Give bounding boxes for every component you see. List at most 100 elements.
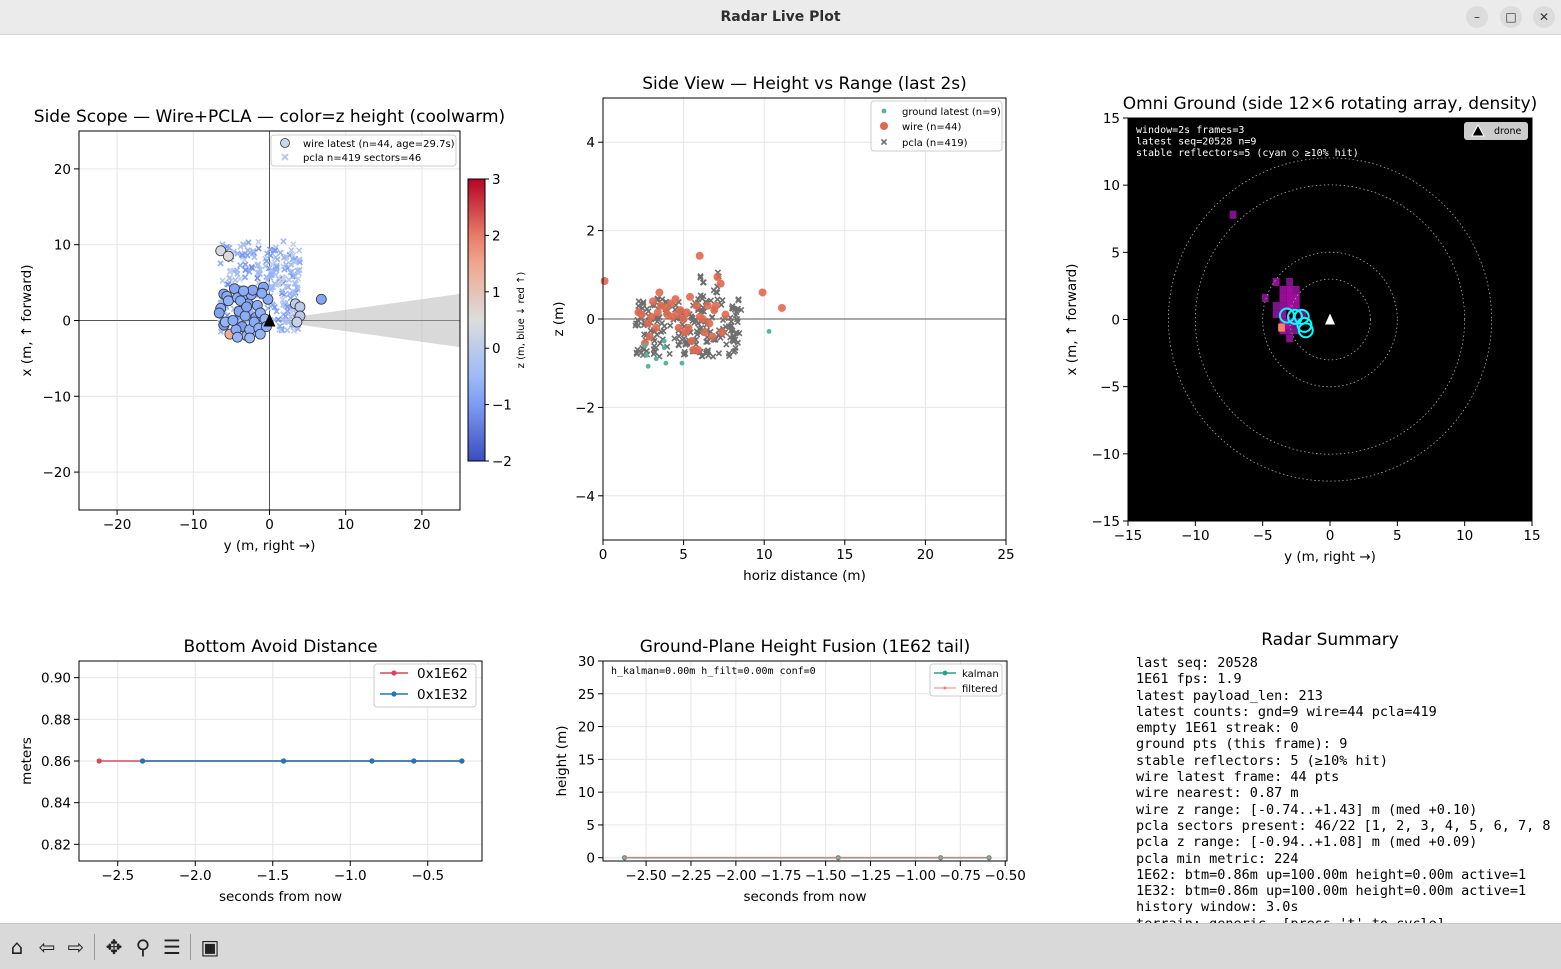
info-text: latest seq=20528 n=9: [1136, 137, 1256, 148]
density-cell: [1272, 310, 1280, 319]
wire-point: [222, 295, 234, 307]
sliders-icon: ☰: [163, 935, 181, 959]
x-tick-label: −0.75: [940, 868, 981, 884]
pcla-point: [276, 322, 284, 330]
wire-point: [716, 279, 725, 288]
pcla-point: [732, 311, 739, 319]
maximize-button[interactable]: □: [1500, 6, 1522, 28]
x-tick-label: 0: [265, 517, 274, 533]
pcla-point: [293, 284, 301, 291]
legend-marker-ground: [881, 108, 887, 114]
pan-button[interactable]: ✥: [102, 935, 126, 959]
side-view-frame: [602, 97, 1007, 541]
ground-point: [644, 352, 649, 358]
wire-point: [294, 301, 306, 313]
ground-point: [642, 343, 648, 348]
summary-line: wire z range: [-0.74..+1.43] m (med +0.1…: [1136, 801, 1478, 818]
wire-point: [671, 295, 680, 304]
save-button[interactable]: ▣: [198, 935, 222, 959]
x-tick-label: −2.25: [670, 868, 711, 884]
density-cell: [1261, 293, 1269, 303]
y-tick-label: 10: [578, 785, 595, 801]
x-tick-label: −2.50: [625, 868, 666, 884]
pcla-point: [269, 260, 276, 268]
wire-point: [713, 273, 722, 282]
y-tick-label: 0: [1111, 313, 1120, 329]
configure-button[interactable]: ☰: [160, 935, 184, 959]
wire-point: [647, 312, 656, 321]
wire-point: [692, 301, 701, 310]
minimize-button[interactable]: –: [1466, 6, 1488, 28]
chart-title: Side View — Height vs Range (last 2s): [642, 74, 967, 94]
chart-title: Bottom Avoid Distance: [183, 637, 377, 657]
radar-summary-panel: last seq: 20528 1E61 fps: 1.9 latest paylo…: [1136, 655, 1561, 923]
back-button[interactable]: ⇦: [35, 935, 59, 959]
wire-point: [703, 301, 712, 310]
pcla-point: [245, 239, 252, 246]
pcla-point: [242, 266, 249, 274]
colorbar-tick-label: 3: [492, 172, 501, 188]
pcla-point: [667, 322, 674, 329]
wire-point: [239, 310, 251, 322]
x-axis-label: seconds from now: [219, 889, 342, 905]
pcla-point: [254, 261, 262, 268]
pcla-point: [275, 274, 282, 282]
home-button[interactable]: ⌂: [5, 935, 29, 959]
range-ring: [1289, 278, 1371, 361]
zoom-button[interactable]: ⚲: [131, 935, 155, 959]
summary-line: 1E62: btm=0.86m up=100.00m height=0.00m …: [1136, 866, 1527, 883]
pcla-point: [264, 250, 271, 257]
close-button[interactable]: ✕: [1533, 6, 1555, 28]
legend-label: ground latest (n=9): [902, 107, 1001, 118]
x-tick-label: −1.50: [805, 868, 846, 884]
pcla-point: [280, 254, 288, 261]
wire-point: [227, 315, 239, 326]
wire-point: [676, 306, 685, 315]
pcla-point: [697, 272, 704, 280]
stable-reflector: [1286, 308, 1303, 325]
sensor-cone: [269, 293, 460, 348]
pcla-point: [735, 297, 742, 304]
pcla-point: [643, 347, 650, 355]
pcla-point: [671, 335, 678, 342]
pcla-point: [714, 296, 721, 303]
x-axis-label: y (m, right →): [224, 538, 316, 554]
toolbar-separator: [94, 934, 95, 960]
pcla-point: [295, 269, 302, 277]
legend-marker-wire: [880, 122, 888, 130]
forward-button[interactable]: ⇨: [64, 935, 88, 959]
pcla-point: [725, 352, 733, 360]
pcla-point: [234, 250, 241, 257]
summary-line: 1E32: btm=0.86m up=100.00m height=0.00m …: [1136, 883, 1527, 900]
wire-point: [241, 301, 253, 313]
floppy-disk-icon: ▣: [200, 935, 220, 959]
legend-marker-drone: [1471, 123, 1485, 137]
pcla-point: [661, 322, 668, 330]
pcla-point: [680, 351, 687, 358]
density-cell: [1292, 285, 1300, 294]
chart-title: Omni Ground (side 12×6 rotating array, d…: [1123, 94, 1538, 114]
colorbar: [467, 178, 486, 462]
y-tick-label: 30: [578, 654, 595, 670]
y-axis-label: z (m): [551, 301, 567, 336]
toolbar-separator: [190, 934, 191, 960]
x-tick-label: −5: [1253, 528, 1273, 544]
wire-point: [681, 328, 690, 337]
arrow-right-icon: ⇨: [67, 935, 85, 959]
density-cell: [1279, 310, 1287, 319]
y-tick-label: 0.84: [41, 796, 71, 812]
legend-label: pcla (n=419): [902, 138, 968, 149]
y-tick-label: 20: [578, 720, 595, 736]
wire-point: [213, 307, 225, 319]
move-icon: ✥: [105, 935, 123, 959]
y-tick-label: −10: [43, 389, 72, 405]
wire-point: [700, 328, 709, 337]
pcla-point: [699, 353, 706, 360]
legend-marker-pcla: [281, 153, 289, 161]
summary-line: latest counts: gnd=9 wire=44 pcla=419: [1136, 703, 1437, 720]
summary-line: pcla z range: [-0.94..+1.08] m (med +0.0…: [1136, 834, 1478, 851]
summary-line: wire latest frame: 44 pts: [1136, 769, 1340, 786]
pcla-point: [284, 327, 291, 334]
